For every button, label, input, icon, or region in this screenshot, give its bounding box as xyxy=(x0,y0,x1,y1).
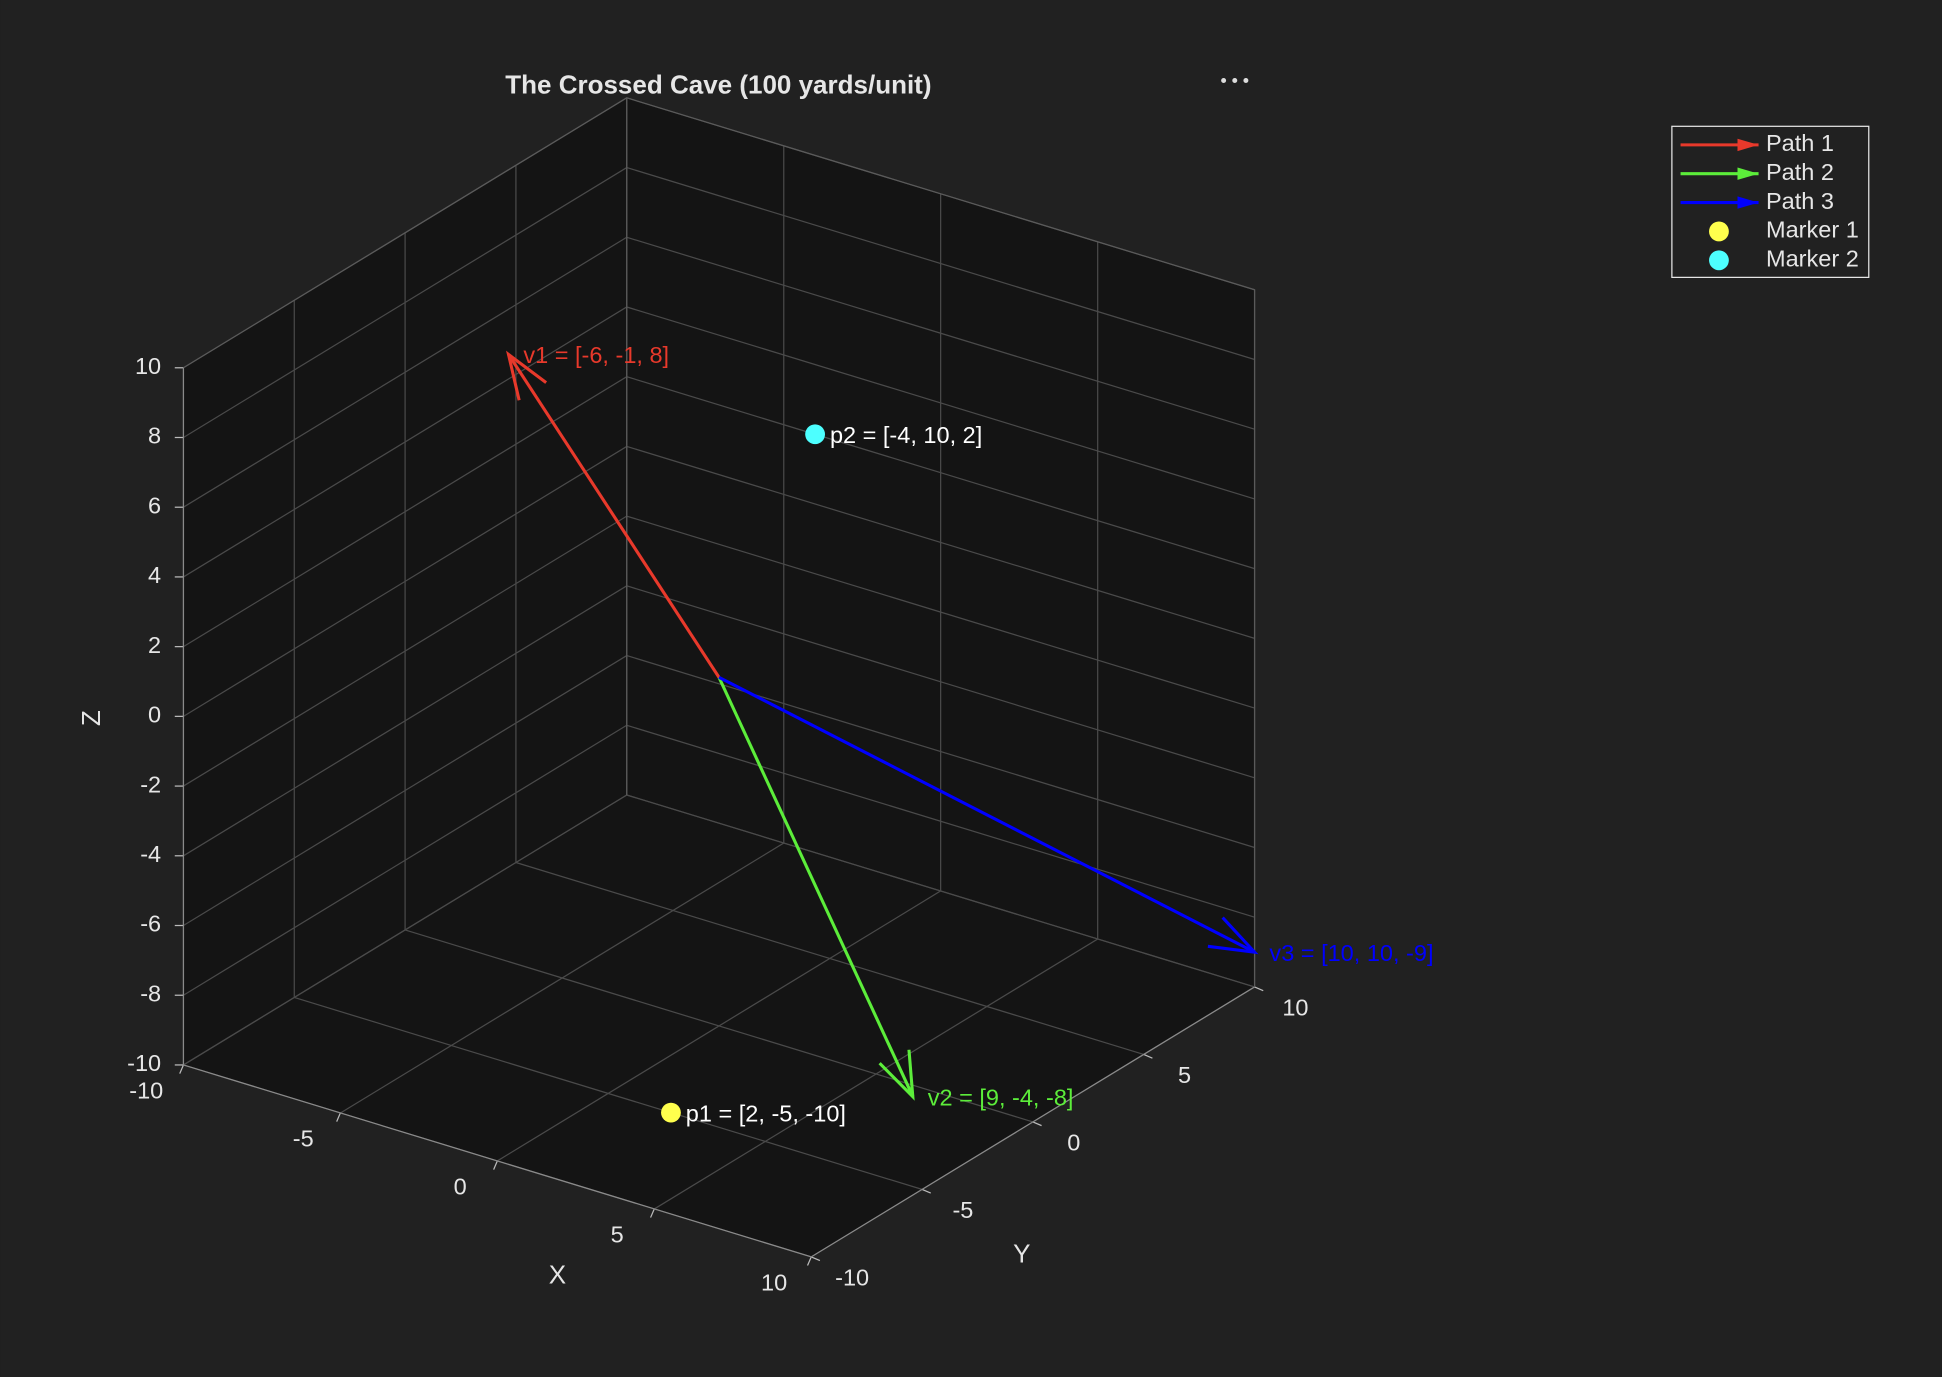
vector-label: v2 = [9, -4, -8] xyxy=(928,1084,1074,1110)
tick-mark xyxy=(806,1256,812,1266)
legend-label: Path 1 xyxy=(1766,130,1834,156)
legend-label: Marker 2 xyxy=(1766,246,1859,272)
legend-arrowhead xyxy=(1737,196,1759,209)
legend-label: Path 3 xyxy=(1766,188,1834,214)
tick-mark xyxy=(1143,1053,1153,1059)
z-tick-label: 2 xyxy=(148,632,161,658)
z-tick-label: -6 xyxy=(140,911,161,937)
y-tick-label: 10 xyxy=(1282,994,1308,1020)
y-tick-label: 0 xyxy=(1067,1129,1080,1155)
vector-label: v1 = [-6, -1, 8] xyxy=(523,342,669,368)
x-axis-label: X xyxy=(549,1260,566,1290)
tick-mark xyxy=(179,1064,185,1074)
tick-mark xyxy=(650,1208,655,1218)
z-tick-label: -4 xyxy=(140,841,161,867)
legend-marker xyxy=(1709,221,1729,242)
legend-marker xyxy=(1709,250,1729,271)
vector-label: v3 = [10, 10, -9] xyxy=(1269,940,1433,966)
tick-mark xyxy=(811,1256,821,1262)
legend: Path 1 Path 2 Path 3 Marker 1 Marker 2 xyxy=(1671,125,1870,279)
marker xyxy=(805,424,826,445)
z-tick-label: -8 xyxy=(140,980,161,1006)
y-tick-label: 5 xyxy=(1178,1062,1191,1088)
legend-arrowhead xyxy=(1737,167,1759,180)
chart-title: The Crossed Cave (100 yards/unit) xyxy=(505,70,931,100)
y-axis-label: Y xyxy=(1013,1239,1030,1269)
axes-toolbar[interactable] xyxy=(1221,78,1249,83)
arrow-head xyxy=(506,350,548,401)
z-tick-label: 4 xyxy=(148,562,161,588)
arrow-shaft xyxy=(717,676,915,1098)
axes-panes xyxy=(174,97,1264,1266)
axis-line xyxy=(182,367,1255,1258)
plot: -10 -5 0 5 10 -10 -5 0 5 10 -10 -8 -6 -4 -2 0 2 4 6 8 10 X Y Zv… xyxy=(76,342,1434,1295)
x-tick-label: 10 xyxy=(761,1269,787,1295)
legend-label: Marker 1 xyxy=(1766,217,1859,243)
z-tick-label: 8 xyxy=(148,423,161,449)
x-tick-label: 0 xyxy=(454,1173,467,1199)
y-tick-label: -10 xyxy=(835,1264,869,1290)
x-tick-label: -5 xyxy=(293,1125,314,1151)
z-tick-label: -2 xyxy=(140,771,161,797)
z-tick-label: -10 xyxy=(127,1050,161,1076)
z-tick-label: 6 xyxy=(148,492,161,518)
arrow-head xyxy=(878,1049,915,1101)
y-tick-label: -5 xyxy=(952,1197,973,1223)
legend-arrowhead xyxy=(1737,138,1759,152)
x-tick-label: 5 xyxy=(611,1221,624,1247)
tick-mark xyxy=(493,1160,498,1170)
z-axis-label: Z xyxy=(76,710,106,726)
marker-label: p1 = [2, -5, -10] xyxy=(686,1100,846,1126)
legend-label: Path 2 xyxy=(1766,159,1834,185)
tick-mark xyxy=(336,1112,341,1122)
marker xyxy=(661,1102,681,1123)
tick-mark xyxy=(921,1188,931,1194)
pane-edge xyxy=(183,97,1256,987)
tick-mark xyxy=(1254,986,1264,992)
tick-mark xyxy=(1032,1121,1042,1127)
arrow-shaft xyxy=(718,675,1256,954)
z-tick-label: 10 xyxy=(135,353,161,379)
z-tick-label: 0 xyxy=(148,702,161,728)
arrow-shaft xyxy=(507,353,721,679)
toolbar-dot xyxy=(1243,78,1249,83)
toolbar-dot xyxy=(1232,78,1238,83)
toolbar-dot xyxy=(1221,78,1227,83)
arrow-head xyxy=(1207,916,1259,955)
x-tick-label: -10 xyxy=(129,1077,163,1103)
marker-label: p2 = [-4, 10, 2] xyxy=(830,422,982,448)
